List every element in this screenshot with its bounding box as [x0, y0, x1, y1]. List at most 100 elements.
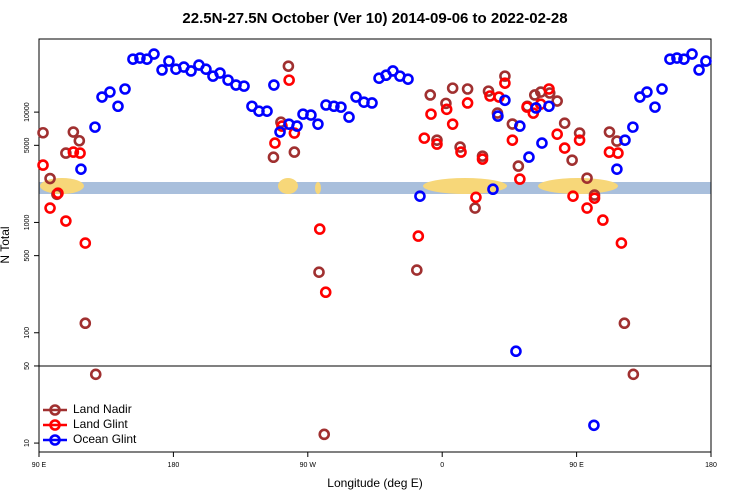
- point: [312, 118, 324, 130]
- point: [581, 202, 593, 214]
- point: [618, 317, 631, 330]
- point: [461, 97, 474, 109]
- point: [60, 215, 72, 227]
- point: [222, 74, 234, 86]
- point: [506, 134, 519, 146]
- point: [96, 91, 108, 103]
- point: [551, 128, 563, 140]
- point: [693, 64, 705, 76]
- point: [185, 65, 197, 77]
- point: [514, 173, 526, 185]
- point: [551, 95, 563, 107]
- point: [44, 202, 56, 214]
- point: [588, 419, 600, 432]
- point: [318, 428, 331, 441]
- point: [267, 151, 280, 164]
- point: [238, 80, 250, 92]
- point: [470, 191, 482, 204]
- point: [597, 214, 609, 226]
- point: [461, 83, 474, 95]
- point: [671, 52, 683, 64]
- point: [44, 172, 56, 185]
- y-axis-label: N Total: [0, 226, 12, 263]
- point: [611, 163, 623, 175]
- point: [425, 108, 437, 120]
- point: [641, 86, 653, 98]
- point: [510, 345, 522, 358]
- point: [543, 83, 555, 95]
- point: [261, 105, 273, 117]
- point: [499, 70, 511, 82]
- point: [37, 159, 49, 171]
- point: [440, 97, 452, 110]
- plot-frame: [38, 38, 712, 453]
- chart-title: 22.5N-27.5N October (Ver 10) 2014-09-06 …: [182, 10, 567, 27]
- point: [288, 146, 301, 158]
- point: [455, 146, 467, 158]
- point: [319, 286, 332, 299]
- point: [274, 126, 286, 138]
- point: [148, 48, 160, 60]
- point: [656, 83, 668, 95]
- point: [328, 100, 340, 113]
- point: [37, 126, 49, 139]
- point: [163, 55, 175, 67]
- point: [619, 134, 631, 146]
- point: [268, 79, 280, 91]
- point: [530, 102, 542, 114]
- legend-label: Ocean Glint: [73, 432, 137, 446]
- point: [335, 101, 347, 113]
- point: [615, 237, 628, 249]
- point: [588, 192, 601, 204]
- point: [269, 137, 281, 149]
- point: [89, 121, 101, 133]
- point: [566, 154, 578, 166]
- x-tick-label: 90 E: [32, 462, 47, 469]
- point: [79, 237, 92, 249]
- point: [411, 264, 423, 276]
- point: [214, 67, 226, 79]
- point: [558, 117, 571, 129]
- point: [664, 53, 676, 65]
- point: [291, 120, 303, 132]
- land-blob: [315, 182, 321, 194]
- point: [446, 118, 459, 130]
- point: [567, 190, 579, 202]
- point: [67, 146, 80, 158]
- point: [313, 266, 325, 278]
- point: [282, 60, 295, 72]
- legend-marker: [49, 419, 61, 431]
- point: [67, 126, 80, 138]
- point: [499, 94, 511, 107]
- point: [412, 230, 425, 242]
- point: [431, 134, 443, 146]
- point: [366, 97, 378, 109]
- legend-marker: [49, 404, 61, 416]
- point: [73, 134, 86, 147]
- point: [492, 110, 504, 122]
- x-tick-label: 90 W: [300, 462, 317, 469]
- point: [414, 190, 426, 202]
- point: [514, 120, 526, 132]
- y-tick-label: 10000: [24, 102, 31, 122]
- point: [276, 120, 288, 132]
- point: [440, 103, 453, 116]
- point: [402, 73, 414, 85]
- point: [512, 160, 525, 172]
- point: [536, 137, 548, 149]
- y-tick-label: 500: [24, 250, 31, 262]
- point: [581, 172, 593, 184]
- point: [487, 183, 499, 196]
- point: [200, 63, 212, 75]
- point: [528, 89, 541, 101]
- point: [119, 83, 131, 95]
- point: [499, 77, 511, 89]
- point: [700, 55, 712, 67]
- land-blob: [538, 178, 618, 194]
- legend-label: Land Glint: [73, 417, 128, 431]
- point: [313, 223, 326, 235]
- point: [469, 202, 481, 214]
- point: [573, 134, 586, 146]
- point: [89, 368, 102, 381]
